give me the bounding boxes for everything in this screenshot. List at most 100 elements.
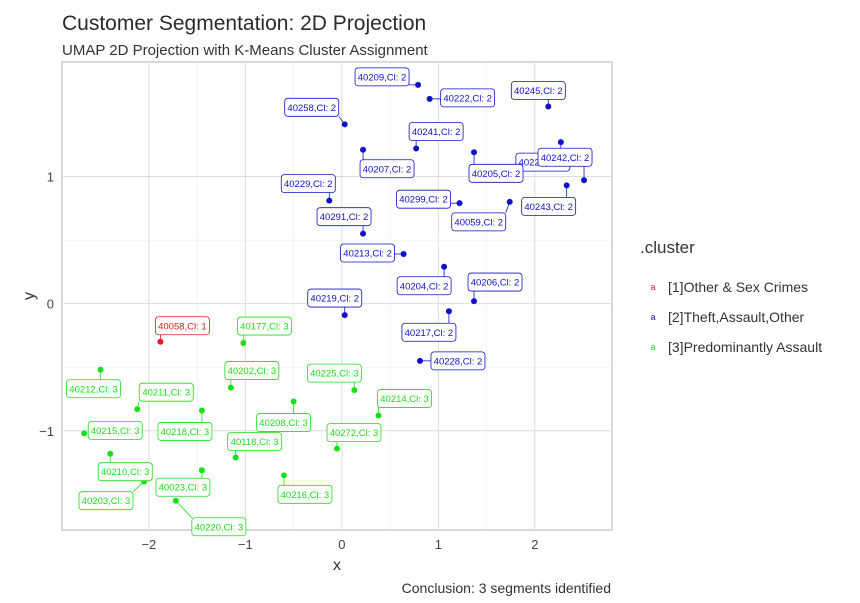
- data-point: [415, 81, 422, 88]
- point-label: 40202,Cl: 3: [224, 361, 280, 380]
- point-label-box: [307, 288, 363, 308]
- point-label: 40216,Cl: 3: [277, 484, 333, 504]
- point-label-text: 40211,Cl: 3: [142, 388, 190, 399]
- point-label-text: 40215,Cl: 3: [91, 426, 140, 437]
- point-label-text: 40299,Cl: 2: [399, 195, 448, 206]
- data-point: [107, 450, 114, 457]
- point-label-box: [284, 97, 340, 117]
- point-label-text: 40220,Cl: 3: [195, 522, 244, 533]
- point-label-box: [237, 316, 292, 336]
- legend: .cluster a [1]Other & Sex Crimes a [2]Th…: [640, 238, 822, 362]
- point-label-text: 40272,Cl: 3: [330, 428, 379, 439]
- data-point: [157, 338, 164, 345]
- data-point: [198, 467, 205, 474]
- x-tick-label: −1: [238, 537, 253, 552]
- legend-key-cluster-1: a: [650, 282, 656, 292]
- point-label-text: 40209,Cl: 2: [358, 72, 407, 83]
- point-label: 40023,Cl: 3: [155, 477, 211, 497]
- point-label-text: 40242,Cl: 2: [541, 153, 590, 164]
- point-label: 40222,Cl: 2: [440, 88, 496, 108]
- data-point: [360, 230, 367, 237]
- point-label-box: [87, 420, 143, 440]
- point-label-box: [306, 363, 362, 383]
- point-label-text: 40203,Cl: 3: [82, 496, 131, 507]
- point-label-box: [340, 243, 395, 263]
- x-tick-label: 0: [338, 537, 345, 552]
- data-point: [471, 298, 478, 305]
- point-label: 40118,Cl: 3: [227, 432, 283, 451]
- point-label: 40299,Cl: 2: [396, 189, 451, 209]
- point-label: 40207,Cl: 2: [359, 159, 415, 179]
- data-point: [280, 472, 287, 479]
- point-label-box: [66, 379, 121, 399]
- point-label: 40258,Cl: 2: [284, 97, 340, 117]
- point-label-text: 40222,Cl: 2: [443, 93, 492, 104]
- y-tick-label: 0: [47, 297, 54, 312]
- point-label-box: [224, 361, 280, 380]
- point-label-text: 40258,Cl: 2: [287, 103, 336, 114]
- data-point: [134, 406, 141, 413]
- point-label-text: 40212,Cl: 3: [69, 384, 118, 395]
- point-label-text: 40058,Cl: 1: [158, 321, 207, 332]
- point-label: 40243,Cl: 2: [521, 196, 577, 216]
- point-label-text: 40214,Cl: 3: [380, 394, 429, 405]
- point-label: 40245,Cl: 2: [510, 81, 566, 100]
- data-point: [227, 384, 234, 391]
- point-label-text: 40228,Cl: 2: [434, 356, 483, 367]
- x-tick-label: 1: [435, 537, 442, 552]
- x-axis-label: x: [333, 557, 341, 574]
- data-point: [81, 430, 88, 437]
- point-label-box: [316, 207, 372, 227]
- point-label-text: 40023,Cl: 3: [159, 483, 208, 494]
- chart-subtitle: UMAP 2D Projection with K-Means Cluster …: [62, 42, 428, 59]
- point-label: 40228,Cl: 2: [430, 351, 486, 371]
- point-label-box: [377, 389, 432, 408]
- chart-caption: Conclusion: 3 segments identified: [401, 580, 611, 596]
- point-label: 40214,Cl: 3: [377, 389, 432, 408]
- data-point: [172, 497, 179, 504]
- legend-label-cluster-3: [3]Predominantly Assault: [668, 339, 823, 355]
- data-point: [232, 454, 239, 461]
- data-point: [97, 366, 104, 373]
- point-label: 40215,Cl: 3: [87, 420, 143, 440]
- point-label-text: 40208,Cl: 3: [259, 418, 308, 429]
- chart-title: Customer Segmentation: 2D Projection: [62, 12, 427, 35]
- point-label: 40059,Cl: 2: [451, 212, 507, 232]
- point-labels: 40058,Cl: 1 40209,Cl: 2 40222,Cl: 2 40245,C…: [66, 67, 593, 537]
- data-point: [198, 407, 205, 414]
- point-label-text: 40217,Cl: 2: [405, 328, 454, 339]
- point-label-box: [280, 174, 336, 194]
- point-label: 40204,Cl: 2: [396, 276, 452, 296]
- point-label-box: [521, 196, 577, 216]
- data-point: [581, 177, 588, 184]
- data-point: [360, 146, 367, 153]
- point-label-box: [396, 276, 452, 296]
- point-label-text: 40229,Cl: 2: [284, 179, 333, 190]
- point-label-box: [256, 413, 311, 432]
- point-label-box: [537, 147, 593, 167]
- point-label-text: 40177,Cl: 3: [240, 322, 289, 333]
- point-label-box: [354, 67, 410, 87]
- data-point: [426, 95, 433, 102]
- point-label: 40219,Cl: 2: [307, 288, 363, 308]
- point-label: 40209,Cl: 2: [354, 67, 410, 87]
- point-label: 40206,Cl: 2: [467, 272, 523, 292]
- data-point: [563, 182, 570, 189]
- data-point: [456, 200, 463, 207]
- point-label-text: 40225,Cl: 3: [310, 369, 359, 380]
- point-label: 40205,Cl: 2: [468, 163, 524, 183]
- legend-key-cluster-3: a: [650, 342, 656, 352]
- legend-label-cluster-1: [1]Other & Sex Crimes: [668, 279, 809, 295]
- point-label: 40212,Cl: 3: [66, 379, 121, 399]
- point-label: 40208,Cl: 3: [256, 413, 311, 432]
- data-point: [326, 197, 333, 204]
- point-label-box: [359, 159, 415, 179]
- point-label: 40213,Cl: 2: [340, 243, 395, 263]
- data-point: [400, 251, 407, 258]
- data-point: [341, 312, 348, 319]
- point-label-text: 40204,Cl: 2: [400, 281, 449, 292]
- data-point: [545, 103, 552, 110]
- data-point: [441, 263, 448, 270]
- point-label-text: 40219,Cl: 2: [310, 294, 359, 305]
- point-label-box: [277, 484, 333, 504]
